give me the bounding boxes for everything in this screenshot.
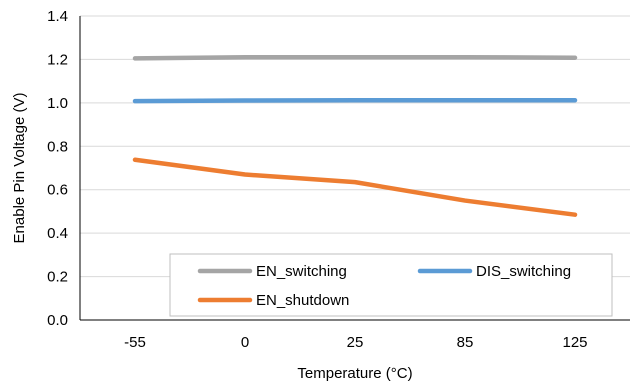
legend-label: EN_shutdown — [256, 292, 349, 309]
y-tick-label: 1.2 — [47, 51, 68, 68]
legend: EN_switching DIS_switching EN_shutdown — [169, 253, 613, 317]
y-tick-label: 0.0 — [47, 312, 68, 329]
legend-box — [169, 253, 613, 317]
y-tick-label: 0.8 — [47, 138, 68, 155]
series-line-en-shutdown — [132, 157, 578, 217]
y-tick-label: 1.4 — [47, 8, 68, 25]
x-tick-label: 85 — [457, 334, 474, 351]
x-tick-label: -55 — [124, 334, 146, 351]
series-lines — [132, 55, 578, 217]
y-tick-label: 1.0 — [47, 95, 68, 112]
y-axis-ticks: 0.0 0.2 0.4 0.6 0.8 1.0 1.2 1.4 — [47, 8, 68, 329]
y-tick-label: 0.2 — [47, 269, 68, 286]
y-tick-label: 0.4 — [47, 225, 68, 242]
x-axis-title: Temperature (°C) — [297, 365, 412, 382]
x-tick-label: 25 — [347, 334, 364, 351]
axes — [79, 16, 630, 321]
x-tick-label: 0 — [241, 334, 249, 351]
series-line-en-switching — [132, 55, 578, 61]
x-axis-ticks: -55 0 25 85 125 — [124, 334, 587, 351]
y-tick-label: 0.6 — [47, 182, 68, 199]
x-tick-label: 125 — [562, 334, 587, 351]
legend-label: EN_switching — [256, 263, 347, 280]
legend-label: DIS_switching — [476, 263, 571, 280]
series-line-dis-switching — [132, 98, 578, 104]
y-axis-title: Enable Pin Voltage (V) — [11, 93, 28, 244]
